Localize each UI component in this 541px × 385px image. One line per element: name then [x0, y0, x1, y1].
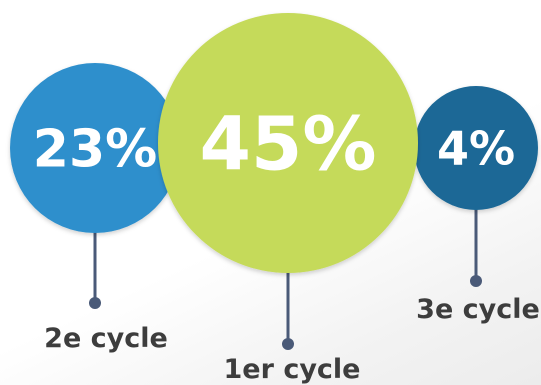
connector-dot-2 — [282, 338, 294, 350]
bubble-2: 45% — [158, 13, 418, 273]
connector-dot-1 — [89, 297, 101, 309]
category-label-2: 1er cycle — [224, 354, 361, 385]
bubble-circle-2 — [158, 13, 418, 273]
value-label-1: 23% — [33, 120, 157, 180]
category-label-3: 3e cycle — [416, 294, 540, 325]
connector-dot-3 — [470, 275, 482, 287]
value-label-2: 45% — [199, 102, 376, 188]
bubble-circle-1 — [10, 63, 180, 233]
value-label-3: 4% — [437, 122, 515, 176]
bubble-1: 23% — [10, 63, 180, 233]
category-label-1: 2e cycle — [44, 323, 168, 354]
bubble-3: 4% — [414, 86, 538, 210]
bubble-circle-3 — [414, 86, 538, 210]
